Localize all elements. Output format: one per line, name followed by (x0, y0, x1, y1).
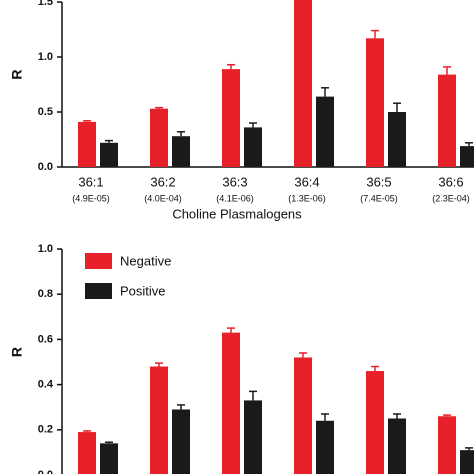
y-tick-label: 1.5 (38, 0, 53, 8)
bar (366, 371, 384, 474)
bar (172, 136, 190, 167)
bar (388, 418, 406, 474)
bar (294, 0, 312, 167)
legend-label: Negative (120, 253, 171, 268)
y-tick-label: 0.6 (38, 333, 53, 345)
x-tick-sublabel: (4.9E-05) (72, 193, 110, 203)
bar (150, 108, 168, 167)
x-tick-sublabel: (7.4E-05) (360, 193, 398, 203)
x-tick-label: 36:6 (438, 174, 463, 189)
x-tick-sublabel: (1.3E-06) (288, 193, 326, 203)
bar (438, 74, 456, 167)
x-tick-label: 36:3 (222, 174, 247, 189)
bar (78, 121, 96, 167)
y-axis-label: R (9, 69, 25, 79)
legend-label: Positive (120, 283, 166, 298)
bar (438, 416, 456, 474)
y-tick-label: 0.5 (38, 106, 53, 118)
y-axis-label: R (9, 347, 25, 357)
x-tick-sublabel: (2.3E-04) (432, 193, 470, 203)
bar (150, 366, 168, 474)
y-tick-label: 1.0 (38, 51, 53, 63)
bar (172, 409, 190, 474)
bar (460, 450, 474, 474)
bar (222, 69, 240, 167)
bar (78, 432, 96, 474)
x-tick-label: 36:5 (366, 174, 391, 189)
bar (388, 112, 406, 167)
bar (294, 357, 312, 474)
bar (100, 443, 118, 474)
y-tick-label: 0.8 (38, 288, 53, 300)
x-axis-label: Choline Plasmalogens (172, 206, 302, 221)
bar (244, 127, 262, 167)
y-tick-label: 0.0 (38, 469, 53, 474)
bar (222, 332, 240, 474)
x-tick-sublabel: (4.1E-06) (216, 193, 254, 203)
y-tick-label: 0.2 (38, 424, 53, 436)
x-tick-label: 36:4 (294, 174, 319, 189)
x-tick-label: 36:1 (78, 174, 103, 189)
bar (316, 96, 334, 167)
x-tick-label: 36:2 (150, 174, 175, 189)
bar (316, 420, 334, 474)
bar (460, 146, 474, 167)
bar (244, 400, 262, 474)
bar (366, 38, 384, 167)
y-tick-label: 0.0 (38, 161, 53, 173)
y-tick-label: 0.4 (38, 379, 54, 391)
bar (100, 142, 118, 167)
legend-swatch (85, 253, 112, 269)
y-tick-label: 1.0 (38, 243, 53, 255)
legend-swatch (85, 283, 112, 299)
x-tick-sublabel: (4.0E-04) (144, 193, 182, 203)
